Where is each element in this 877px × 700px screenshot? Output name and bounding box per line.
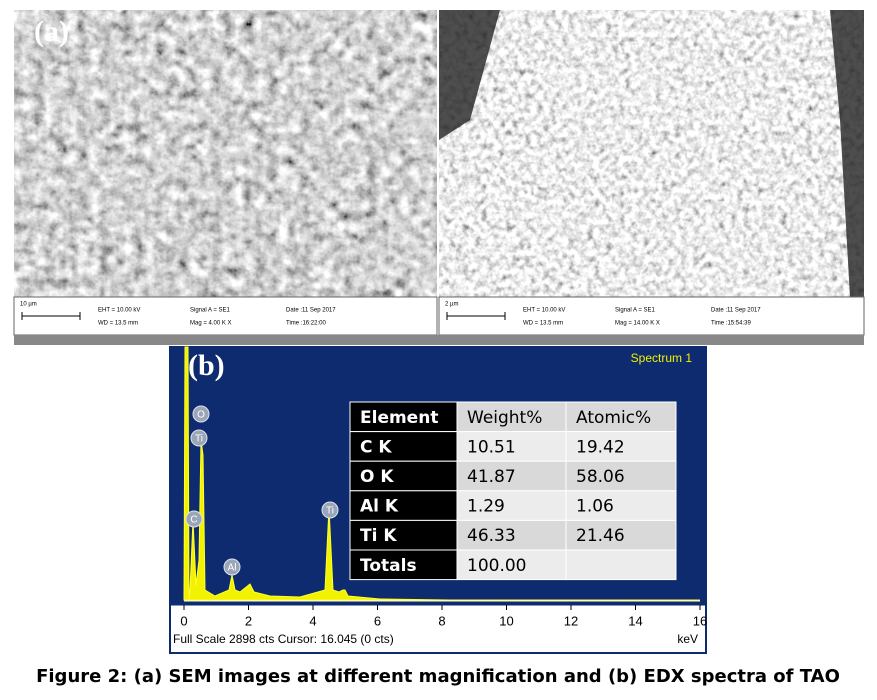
sem-info-text: Signal A = SE1 bbox=[190, 308, 231, 314]
x-tick-label: 16 bbox=[693, 613, 707, 628]
spectrum-footer-text: Full Scale 2898 cts Cursor: 16.045 (0 ct… bbox=[173, 632, 394, 646]
table-cell bbox=[565, 519, 677, 551]
peak-label: Ti bbox=[195, 434, 203, 445]
sem-image bbox=[14, 10, 437, 297]
peak-label: O bbox=[197, 410, 205, 421]
table-cell bbox=[349, 490, 458, 521]
table-cell-text: 21.46 bbox=[576, 526, 625, 546]
spectrum-curve bbox=[183, 346, 700, 601]
sem-info-text: Time :16:22:00 bbox=[286, 321, 326, 327]
sem-info-text: Time :15:54:39 bbox=[711, 321, 751, 327]
table-cell bbox=[349, 460, 458, 492]
peak-marker bbox=[192, 405, 210, 423]
table-cell-text: Atomic% bbox=[576, 408, 651, 428]
x-tick-label: 0 bbox=[180, 613, 187, 628]
table-cell-text: 46.33 bbox=[467, 526, 516, 546]
x-tick-label: 8 bbox=[438, 613, 445, 628]
sem-info-text: WD = 13.5 mm bbox=[523, 321, 563, 327]
spectrum-name: Spectrum 1 bbox=[631, 351, 693, 365]
spectrum-footer bbox=[169, 604, 707, 654]
sem-info-text: Mag = 4.00 K X bbox=[190, 321, 232, 327]
table-cell-text: 1.29 bbox=[467, 497, 505, 517]
table-cell bbox=[456, 431, 567, 462]
peak-marker bbox=[223, 558, 241, 576]
peak-marker bbox=[190, 429, 208, 447]
sem-border bbox=[14, 335, 864, 345]
x-tick-label: 12 bbox=[564, 613, 578, 628]
x-tick-label: 2 bbox=[245, 613, 252, 628]
sem-info-text: Signal A = SE1 bbox=[615, 308, 656, 314]
sem-info-bar bbox=[438, 296, 865, 336]
spectrum-frame bbox=[169, 346, 707, 654]
table-cell bbox=[456, 490, 567, 521]
peak-label: Al bbox=[228, 563, 237, 574]
table-cell bbox=[349, 519, 458, 551]
x-tick-label: 10 bbox=[499, 613, 513, 628]
table-cell-text: 10.51 bbox=[467, 437, 516, 457]
table-cell bbox=[565, 490, 677, 521]
table-cell bbox=[349, 549, 458, 581]
table-cell-text: 100.00 bbox=[467, 556, 526, 576]
table-cell-text: Totals bbox=[360, 556, 417, 576]
table-cell-text: 58.06 bbox=[576, 467, 625, 487]
sem-info-text: Mag = 14.00 K X bbox=[615, 321, 660, 327]
panel-label: (b) bbox=[188, 349, 225, 382]
sem-info-text: EHT = 10.00 kV bbox=[523, 308, 565, 314]
sem-info-text: 2 µm bbox=[445, 302, 458, 308]
x-tick-label: 4 bbox=[309, 613, 316, 628]
sem-info-text: EHT = 10.00 kV bbox=[98, 308, 140, 314]
x-tick-label: 6 bbox=[374, 613, 381, 628]
table-cell-text: O K bbox=[360, 467, 394, 487]
table-cell bbox=[349, 401, 458, 433]
sem-image bbox=[439, 10, 864, 297]
sem-info-text: Date :11 Sep 2017 bbox=[711, 308, 761, 314]
peak-label: Ti bbox=[326, 506, 334, 517]
peak-label: C bbox=[190, 515, 197, 526]
table-cell-text: 19.42 bbox=[576, 437, 625, 457]
panel-label: (a) bbox=[34, 15, 69, 48]
table-cell-text: Al K bbox=[360, 497, 399, 517]
table-cell bbox=[565, 460, 677, 492]
sem-info-text: Date :11 Sep 2017 bbox=[286, 308, 336, 314]
sem-shadow bbox=[439, 10, 864, 297]
table-cell-text: 41.87 bbox=[467, 467, 516, 487]
table-cell-text: Ti K bbox=[360, 526, 397, 546]
peak-marker bbox=[185, 510, 203, 528]
table-cell-text: C K bbox=[360, 437, 392, 457]
sem-info-text: 10 µm bbox=[20, 302, 37, 308]
table-cell bbox=[565, 401, 677, 433]
peak-marker bbox=[321, 501, 339, 519]
sem-info-text: WD = 13.5 mm bbox=[98, 321, 138, 327]
table-cell-text: Element bbox=[360, 408, 438, 428]
table-cell bbox=[565, 431, 677, 462]
table-cell-text: Weight% bbox=[467, 408, 542, 428]
table-cell bbox=[349, 431, 458, 462]
caption: Figure 2: (a) SEM images at different ma… bbox=[36, 666, 840, 687]
x-tick-label: 14 bbox=[628, 613, 642, 628]
x-unit: keV bbox=[677, 632, 698, 646]
table-cell-text: 1.06 bbox=[576, 497, 614, 517]
table-cell bbox=[565, 549, 677, 581]
